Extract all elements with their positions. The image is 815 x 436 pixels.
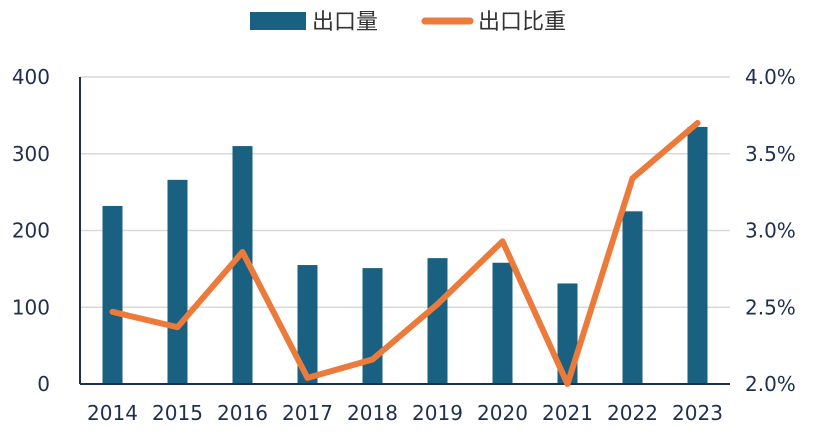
x-tick-label: 2016 [217, 401, 268, 425]
bar-2020 [492, 262, 513, 384]
line-point-2021 [566, 383, 569, 385]
line-point-2023 [696, 122, 699, 125]
line-point-2018 [371, 358, 374, 361]
x-tick-label: 2023 [672, 401, 723, 425]
left-tick-label: 300 [12, 142, 50, 166]
left-tick-label: 0 [37, 372, 50, 396]
right-tick-label: 4.0% [745, 65, 796, 89]
right-tick-label: 2.5% [745, 295, 796, 319]
line-point-2014 [111, 310, 114, 313]
bar-2014 [102, 205, 123, 384]
line-series [109, 120, 701, 387]
x-axis-ticks: 2014 2015 2016 2017 2018 2019 2020 2021 2022 2023 [87, 401, 723, 425]
x-tick-label: 2017 [282, 401, 333, 425]
x-tick-label: 2019 [412, 401, 463, 425]
left-tick-label: 100 [12, 295, 50, 319]
legend-label-export-volume: 出口量 [312, 10, 378, 35]
x-tick-label: 2015 [152, 401, 203, 425]
left-tick-label: 400 [12, 65, 50, 89]
right-tick-label: 2.0% [745, 372, 796, 396]
bar-2016 [232, 146, 253, 384]
left-axis-ticks: 0 100 200 300 400 [12, 65, 50, 396]
bar-2022 [622, 211, 643, 384]
bar-2018 [362, 268, 383, 384]
line-point-2020 [501, 240, 504, 243]
right-tick-label: 3.0% [745, 219, 796, 243]
legend-swatch-export-volume [250, 12, 306, 30]
bar-series [102, 126, 708, 384]
x-tick-label: 2014 [87, 401, 138, 425]
export-share-line [109, 120, 701, 387]
x-tick-label: 2022 [607, 401, 658, 425]
right-tick-label: 3.5% [745, 142, 796, 166]
right-axis-ticks: 2.0% 2.5% 3.0% 3.5% 4.0% [745, 65, 796, 396]
x-tick-label: 2018 [347, 401, 398, 425]
legend-label-export-share: 出口比重 [478, 10, 566, 35]
line-point-2017 [306, 376, 309, 379]
line-point-2019 [436, 303, 439, 306]
gridlines [80, 76, 730, 308]
line-point-2022 [631, 177, 634, 180]
x-tick-label: 2020 [477, 401, 528, 425]
bar-2015 [167, 179, 188, 384]
left-tick-label: 200 [12, 219, 50, 243]
bar-2017 [297, 265, 318, 384]
line-point-2016 [241, 250, 244, 253]
bar-2023 [687, 126, 708, 384]
line-point-2015 [176, 326, 179, 329]
bar-2019 [427, 258, 448, 384]
x-tick-label: 2021 [542, 401, 593, 425]
axes [79, 77, 730, 385]
legend: 出口量 出口比重 [250, 10, 566, 35]
